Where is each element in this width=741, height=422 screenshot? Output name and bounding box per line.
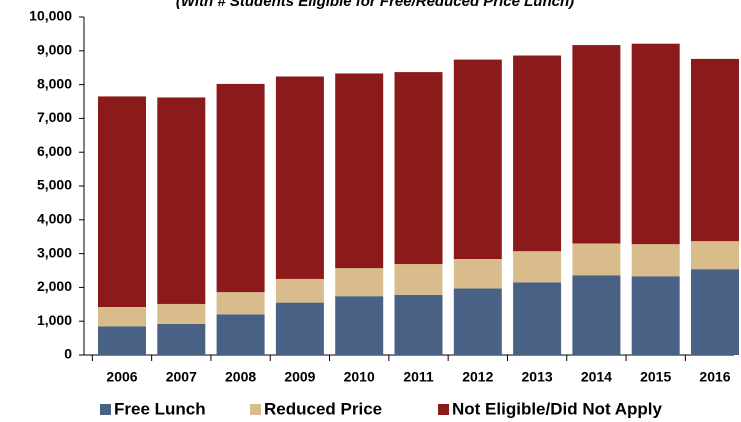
bar-segment [275, 76, 324, 279]
bar-segment [275, 302, 324, 355]
bar-segment [394, 72, 443, 265]
bar-segment [631, 244, 680, 277]
x-tick-label: 2007 [166, 369, 197, 385]
x-tick-label: 2013 [522, 369, 553, 385]
y-tick-label: 6,000 [37, 143, 72, 159]
bar-segment [691, 241, 739, 270]
y-tick-label: 4,000 [37, 211, 72, 227]
bar-segment [216, 292, 265, 315]
x-tick-label: 2008 [225, 369, 256, 385]
bar-segment [98, 96, 146, 308]
bar-segment [572, 275, 621, 355]
bar-segment [98, 326, 146, 355]
legend-label: Free Lunch [114, 399, 206, 418]
bar-segment [157, 323, 206, 355]
y-tick-label: 1,000 [37, 312, 72, 328]
legend-swatch [438, 404, 449, 415]
y-tick-label: 8,000 [37, 75, 72, 91]
y-tick-label: 0 [64, 346, 72, 362]
bar-segment [453, 288, 502, 355]
bar-segment [275, 278, 324, 303]
bar-segment [216, 83, 265, 293]
bar-segment [394, 294, 443, 355]
bar-segment [513, 251, 562, 283]
x-tick-label: 2016 [699, 369, 730, 385]
chart-subtitle: (With # Students Eligible for Free/Reduc… [176, 0, 574, 10]
bar-segment [216, 314, 265, 355]
x-tick-label: 2015 [640, 369, 671, 385]
bar-segment [691, 58, 739, 242]
y-tick-label: 2,000 [37, 278, 72, 294]
y-tick-label: 9,000 [37, 42, 72, 58]
bar-segment [513, 282, 562, 355]
y-tick-label: 7,000 [37, 109, 72, 125]
bar-segment [335, 73, 384, 269]
bar-segment [572, 45, 621, 244]
x-tick-label: 2010 [344, 369, 375, 385]
y-tick-label: 3,000 [37, 244, 72, 260]
bar-segment [513, 55, 562, 252]
bar-segment [157, 97, 206, 304]
bar-segment [335, 296, 384, 355]
y-tick-label: 10,000 [29, 8, 72, 24]
bar-segment [572, 243, 621, 276]
bar-segment [453, 59, 502, 260]
legend-swatch [250, 404, 261, 415]
bar-segment [157, 303, 206, 324]
bar-segment [335, 268, 384, 297]
bar-segment [98, 307, 146, 327]
x-tick-label: 2009 [284, 369, 315, 385]
x-tick-label: 2011 [403, 369, 434, 385]
legend-label: Not Eligible/Did Not Apply [452, 399, 663, 418]
y-tick-label: 5,000 [37, 177, 72, 193]
bar-segment [453, 259, 502, 289]
x-tick-label: 2006 [106, 369, 137, 385]
bar-segment [691, 269, 739, 355]
x-tick-label: 2012 [462, 369, 493, 385]
legend-label: Reduced Price [264, 399, 382, 418]
bar-segment [631, 276, 680, 355]
bar-segment [631, 43, 680, 245]
x-tick-label: 2014 [581, 369, 612, 385]
bar-segment [394, 264, 443, 295]
legend-swatch [100, 404, 111, 415]
